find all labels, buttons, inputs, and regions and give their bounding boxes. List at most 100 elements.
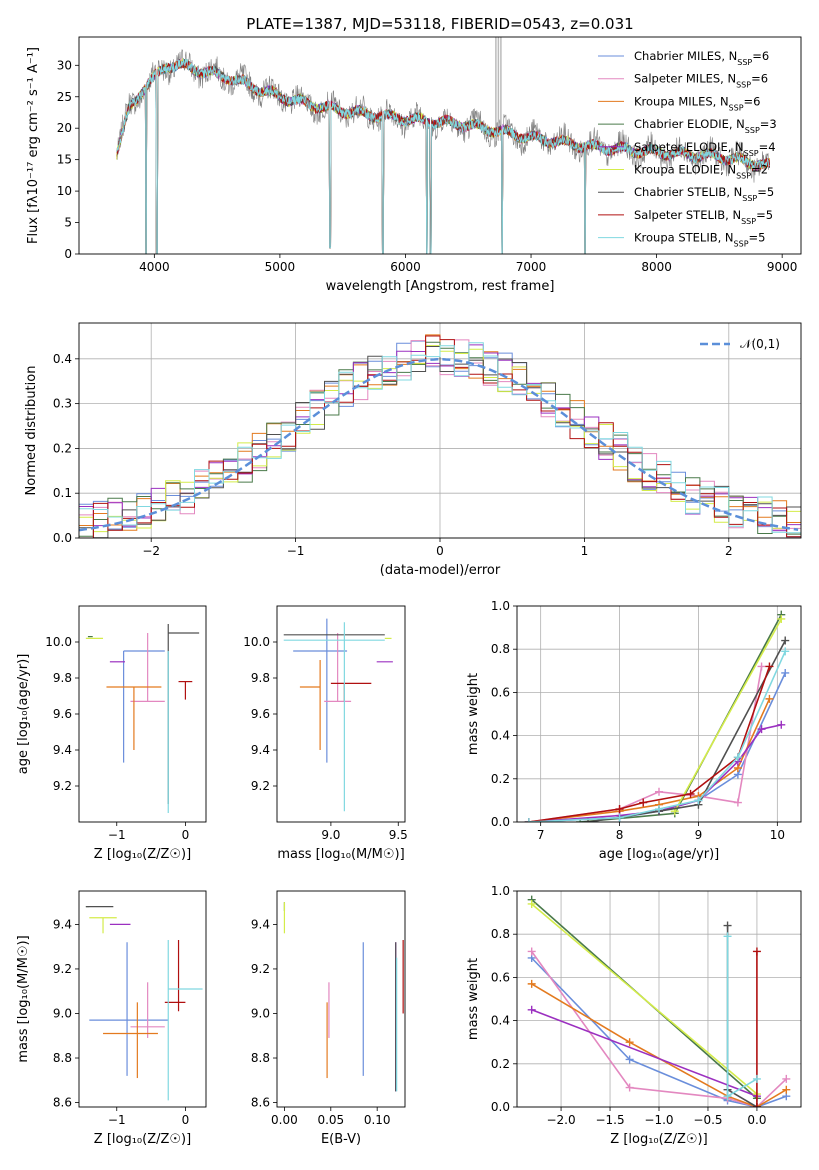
mass-vs-Z-ylabel: mass [log₁₀(M/M☉)] (16, 935, 31, 1062)
mass-weight-marker (527, 1005, 536, 1014)
massweight-vs-Z-ytick-label: 0.2 (491, 1057, 510, 1071)
mass-weight-line (674, 618, 782, 812)
legend-label: 𝒩(0,1) (740, 337, 780, 351)
mass-weight-line (531, 1009, 758, 1097)
massweight-vs-age-xtick-label: 8 (616, 828, 624, 842)
mass-vs-Z-xtick-label: 0 (182, 1113, 190, 1127)
legend-label: Salpeter STELIB, NSSP=5 (634, 208, 773, 226)
mass-weight-line (528, 651, 786, 822)
mass-weight-marker (527, 979, 536, 988)
spectrum-ytick-label: 5 (64, 216, 72, 230)
mass-weight-marker (524, 818, 533, 822)
spectrum-ytick-label: 10 (57, 184, 72, 198)
massweight-vs-age-frame (516, 605, 802, 823)
mass-vs-metallicity-panel: −1 0 8.6 8.8 9.0 9.2 9.4 Z [log₁₀(Z/Z☉)] mass [l… (16, 890, 207, 1147)
spectrum-ytick-label: 15 (57, 153, 72, 167)
mass-vs-ebv-panel: 0.00 0.05 0.10 8.6 8.8 9.0 9.2 9.4 E(B-V) (251, 890, 406, 1147)
mass-weight-vs-metallicity-panel: −2.0 −1.5 −1.0 −0.5 0.0 0.0 0.2 0.4 0.6 0.8 1.0 Z [… (466, 884, 802, 1147)
spectrum-xtick-label: 4000 (139, 260, 170, 274)
massweight-vs-Z-ytick-label: 0.6 (491, 970, 510, 984)
age-vs-Z-ytick-label: 9.4 (53, 743, 72, 757)
massweight-vs-age-ytick-label: 1.0 (491, 599, 510, 613)
legend-label: Chabrier STELIB, NSSP=5 (634, 185, 774, 203)
spectrum-plot-area (116, 37, 770, 254)
legend-label: Chabrier ELODIE, NSSP=3 (634, 117, 777, 135)
age-vs-Z-xtick-label: 0 (182, 828, 190, 842)
massweight-vs-age-ytick-label: 0.8 (491, 642, 510, 656)
age-vs-mass-ytick-label: 9.4 (251, 743, 270, 757)
massweight-vs-Z-plot-area (527, 895, 791, 1107)
massweight-vs-age-xtick-label: 9 (695, 828, 703, 842)
age-vs-Z-ytick-label: 9.8 (53, 671, 72, 685)
residual-histogram-step (79, 335, 801, 538)
mass-weight-marker (723, 1092, 732, 1101)
mass-weight-marker (757, 662, 766, 671)
legend-label: Kroupa ELODIE, NSSP=2 (634, 163, 768, 181)
spectrum-ylabel: Flux [fλ10⁻¹⁷ erg cm⁻² s⁻¹ A⁻¹] (26, 47, 41, 244)
mass-weight-marker (777, 720, 786, 729)
legend-label: Chabrier MILES, NSSP=6 (634, 49, 769, 67)
residual-histogram-step (79, 346, 801, 538)
mass-weight-marker (733, 798, 742, 807)
mass-weight-marker (625, 1038, 634, 1047)
age-vs-mass-panel: 9.0 9.5 9.2 9.4 9.6 9.8 10.0 mass [log₁₀(M/M☉)] (243, 605, 408, 862)
spectrum-panel: 4000 5000 6000 7000 8000 9000 0 5 10 15 20 25 30 wave… (26, 36, 802, 294)
mass-weight-marker (686, 789, 695, 798)
mass-vs-EBV-xtick-label: 0.10 (364, 1113, 391, 1127)
massweight-vs-age-ytick-label: 0.2 (491, 772, 510, 786)
mass-weight-marker (782, 1074, 791, 1083)
age-vs-Z-xtick-label: −1 (108, 828, 126, 842)
mass-weight-marker (655, 805, 663, 814)
mass-weight-marker (781, 647, 790, 656)
observed-spectrum-line (116, 49, 770, 254)
residual-hist-xtick-label: −1 (287, 544, 305, 558)
massweight-vs-Z-xlabel: Z [log₁₀(Z/Z☉)] (610, 1132, 707, 1147)
mass-weight-line (528, 666, 771, 822)
massweight-vs-Z-ytick-label: 0.4 (491, 1014, 510, 1028)
legend-count: =5 (757, 185, 774, 199)
age-vs-Z-ytick-label: 9.6 (53, 707, 72, 721)
age-vs-Z-ytick-label: 9.2 (53, 779, 72, 793)
mass-vs-Z-ytick-label: 9.4 (53, 917, 72, 931)
legend-count: =5 (756, 208, 773, 222)
massweight-vs-age-ylabel: mass weight (466, 673, 481, 755)
mass-weight-line (531, 903, 758, 1095)
residual-hist-ytick-label: 0.3 (53, 397, 72, 411)
massweight-vs-age-xtick-label: 7 (537, 828, 545, 842)
mass-weight-marker (752, 1103, 761, 1107)
mass-weight-marker (694, 796, 703, 805)
spectrum-xtick-label: 6000 (390, 260, 421, 274)
spectrum-ytick-label: 25 (57, 90, 72, 104)
mass-weight-marker (723, 932, 732, 941)
legend-subscript: SSP (729, 103, 744, 112)
mass-vs-EBV-ytick-label: 9.4 (251, 917, 270, 931)
mass-weight-marker (615, 805, 624, 814)
massweight-vs-Z-xtick-label: −1.0 (644, 1113, 673, 1127)
mass-weight-marker (781, 636, 790, 645)
mass-weight-marker (777, 614, 786, 623)
legend-subscript: SSP (736, 80, 751, 89)
mass-weight-line (726, 925, 758, 1107)
massweight-vs-Z-xtick-label: −2.0 (546, 1113, 575, 1127)
mass-vs-Z-ytick-label: 8.8 (53, 1051, 72, 1065)
mass-weight-marker (625, 1083, 634, 1092)
legend-label: Salpeter MILES, NSSP=6 (634, 72, 768, 90)
mass-vs-Z-xtick-label: −1 (108, 1113, 126, 1127)
age-vs-Z-xlabel: Z [log₁₀(Z/Z☉)] (94, 847, 191, 862)
legend-count: =6 (744, 94, 761, 108)
massweight-vs-age-ytick-label: 0.6 (491, 685, 510, 699)
mass-weight-marker (765, 694, 774, 703)
mass-vs-EBV-xlabel: E(B-V) (321, 1132, 361, 1147)
residual-histogram-step (79, 342, 801, 534)
residual-hist-ytick-label: 0.0 (53, 531, 72, 545)
age-vs-mass-frame (276, 605, 406, 823)
normal-distribution-curve (79, 358, 799, 532)
legend-count: =6 (752, 49, 769, 63)
mass-vs-Z-frame (78, 890, 207, 1108)
legend-subscript: SSP (742, 194, 757, 203)
massweight-vs-Z-frame (516, 890, 802, 1108)
residual-hist-xlabel: (data-model)/error (380, 563, 501, 578)
legend-label: Salpeter ELODIE, NSSP=4 (634, 140, 776, 158)
massweight-vs-Z-xtick-label: −1.5 (595, 1113, 624, 1127)
